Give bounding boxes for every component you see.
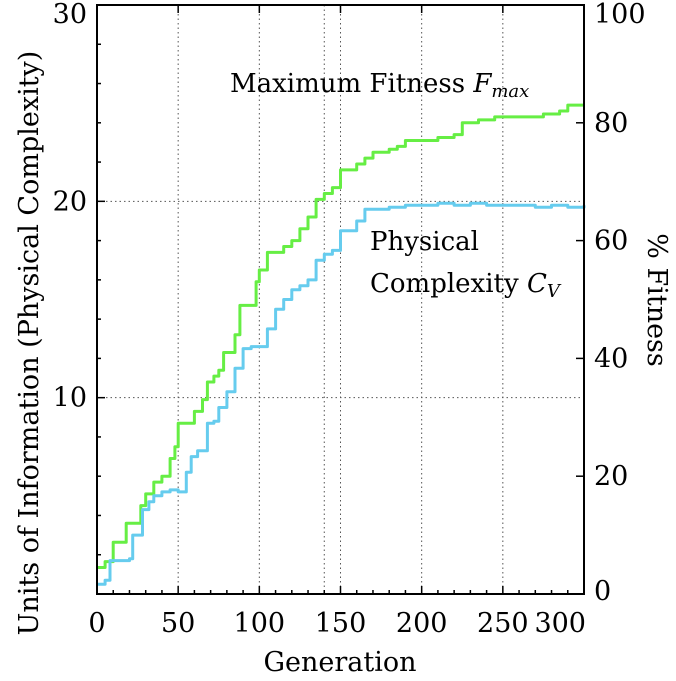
grid-lines <box>97 5 584 594</box>
complexity-annotation-line1: Physical <box>370 227 479 257</box>
x-tick-label: 250 <box>477 608 529 639</box>
y-tick-label: 10 <box>53 383 87 414</box>
x-tick-label: 300 <box>534 608 586 639</box>
complexity-annotation-line2: Complexity CV <box>370 269 562 302</box>
y-tick-label: 20 <box>53 186 87 217</box>
fitness-annotation: Maximum Fitness Fmax <box>230 69 529 102</box>
y2-tick-label: 0 <box>594 576 611 607</box>
x-tick-label: 150 <box>315 608 367 639</box>
y2-tick-label: 60 <box>594 226 628 257</box>
x-axis-title: Generation <box>263 647 416 678</box>
x-tick-label: 200 <box>396 608 448 639</box>
y-axis-title: Units of Information (Physical Complexit… <box>14 51 45 636</box>
x-tick-label: 0 <box>88 608 105 639</box>
y2-tick-label: 80 <box>594 108 628 139</box>
y2-tick-label: 40 <box>594 343 628 374</box>
complexity-series-line <box>97 201 586 586</box>
y2-axis-title: % Fitness <box>641 233 672 367</box>
y2-tick-label: 20 <box>594 461 628 492</box>
x-tick-label: 50 <box>161 608 195 639</box>
axis-ticks <box>96 4 585 595</box>
x-tick-label: 100 <box>234 608 286 639</box>
series-lines <box>97 103 586 586</box>
y2-tick-label: 100 <box>594 0 646 30</box>
fitness-series-line <box>97 103 584 569</box>
y-tick-label: 30 <box>53 0 87 30</box>
